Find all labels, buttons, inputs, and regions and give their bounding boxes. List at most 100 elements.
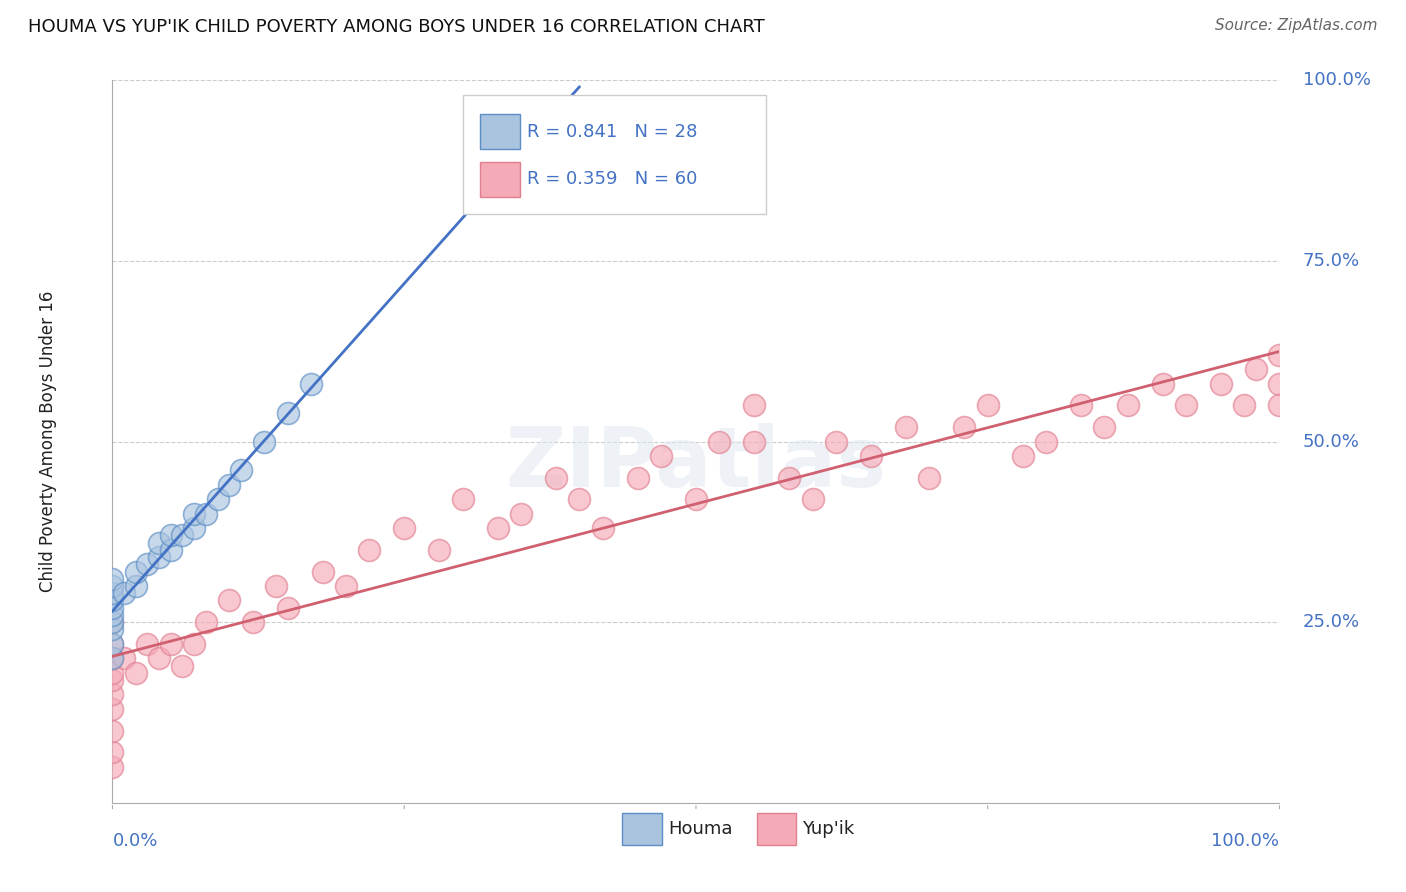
- Point: [101, 665, 124, 680]
- FancyBboxPatch shape: [463, 95, 766, 214]
- Point: [101, 586, 124, 600]
- Point: [136, 637, 159, 651]
- Text: 50.0%: 50.0%: [1303, 433, 1360, 450]
- Point: [1152, 376, 1174, 391]
- Point: [101, 723, 124, 738]
- Point: [101, 593, 124, 607]
- Point: [160, 542, 183, 557]
- Point: [218, 593, 240, 607]
- Point: [1175, 398, 1198, 412]
- Point: [1035, 434, 1057, 449]
- Point: [101, 637, 124, 651]
- Text: 100.0%: 100.0%: [1212, 831, 1279, 850]
- Point: [101, 637, 124, 651]
- Text: HOUMA VS YUP'IK CHILD POVERTY AMONG BOYS UNDER 16 CORRELATION CHART: HOUMA VS YUP'IK CHILD POVERTY AMONG BOYS…: [28, 18, 765, 36]
- Point: [1094, 420, 1116, 434]
- Point: [101, 702, 124, 716]
- Point: [1268, 398, 1291, 412]
- Point: [183, 507, 205, 521]
- Point: [894, 420, 917, 434]
- Point: [299, 376, 322, 391]
- Text: 25.0%: 25.0%: [1303, 613, 1360, 632]
- Point: [253, 434, 276, 449]
- Point: [685, 492, 707, 507]
- Point: [427, 542, 450, 557]
- Point: [125, 665, 148, 680]
- Text: Yup'ik: Yup'ik: [803, 820, 855, 838]
- Text: 75.0%: 75.0%: [1303, 252, 1360, 270]
- Point: [486, 521, 509, 535]
- Point: [860, 449, 883, 463]
- Text: ZIPatlas: ZIPatlas: [506, 423, 886, 504]
- Point: [1209, 376, 1232, 391]
- Point: [207, 492, 229, 507]
- Point: [1268, 348, 1291, 362]
- Point: [264, 579, 287, 593]
- Point: [1116, 398, 1139, 412]
- Point: [335, 579, 357, 593]
- Point: [101, 615, 124, 630]
- Point: [744, 434, 766, 449]
- Point: [101, 579, 124, 593]
- Point: [160, 637, 183, 651]
- Point: [160, 528, 183, 542]
- Point: [709, 434, 731, 449]
- Point: [976, 398, 998, 412]
- Point: [194, 615, 217, 630]
- Point: [218, 478, 240, 492]
- Point: [1244, 362, 1267, 376]
- Point: [509, 507, 531, 521]
- Point: [101, 615, 124, 630]
- Point: [101, 651, 124, 665]
- Point: [148, 550, 170, 565]
- Point: [101, 623, 124, 637]
- Point: [394, 521, 416, 535]
- Text: Houma: Houma: [668, 820, 733, 838]
- FancyBboxPatch shape: [479, 162, 520, 196]
- FancyBboxPatch shape: [479, 114, 520, 149]
- Text: 0.0%: 0.0%: [112, 831, 157, 850]
- Point: [778, 470, 800, 484]
- Point: [918, 470, 941, 484]
- Point: [101, 745, 124, 759]
- Point: [101, 607, 124, 622]
- Point: [544, 470, 567, 484]
- Point: [112, 586, 135, 600]
- Text: Child Poverty Among Boys Under 16: Child Poverty Among Boys Under 16: [39, 291, 58, 592]
- Point: [183, 521, 205, 535]
- Point: [825, 434, 848, 449]
- Point: [451, 492, 474, 507]
- Point: [172, 658, 194, 673]
- Text: R = 0.841   N = 28: R = 0.841 N = 28: [527, 122, 697, 141]
- Point: [229, 463, 252, 477]
- Point: [112, 651, 135, 665]
- Point: [1011, 449, 1033, 463]
- Point: [1233, 398, 1256, 412]
- FancyBboxPatch shape: [623, 813, 662, 845]
- Point: [125, 565, 148, 579]
- Point: [194, 507, 217, 521]
- Point: [568, 492, 591, 507]
- Point: [125, 579, 148, 593]
- FancyBboxPatch shape: [756, 813, 796, 845]
- Point: [101, 673, 124, 687]
- Point: [148, 651, 170, 665]
- Point: [801, 492, 824, 507]
- Point: [592, 521, 614, 535]
- Point: [101, 760, 124, 774]
- Point: [650, 449, 672, 463]
- Point: [311, 565, 333, 579]
- Point: [627, 470, 650, 484]
- Point: [172, 528, 194, 542]
- Point: [359, 542, 381, 557]
- Point: [136, 558, 159, 572]
- Point: [276, 406, 298, 420]
- Point: [101, 600, 124, 615]
- Point: [276, 600, 298, 615]
- Point: [148, 535, 170, 549]
- Point: [183, 637, 205, 651]
- Text: 100.0%: 100.0%: [1303, 71, 1371, 89]
- Point: [1268, 376, 1291, 391]
- Point: [101, 687, 124, 701]
- Point: [1070, 398, 1092, 412]
